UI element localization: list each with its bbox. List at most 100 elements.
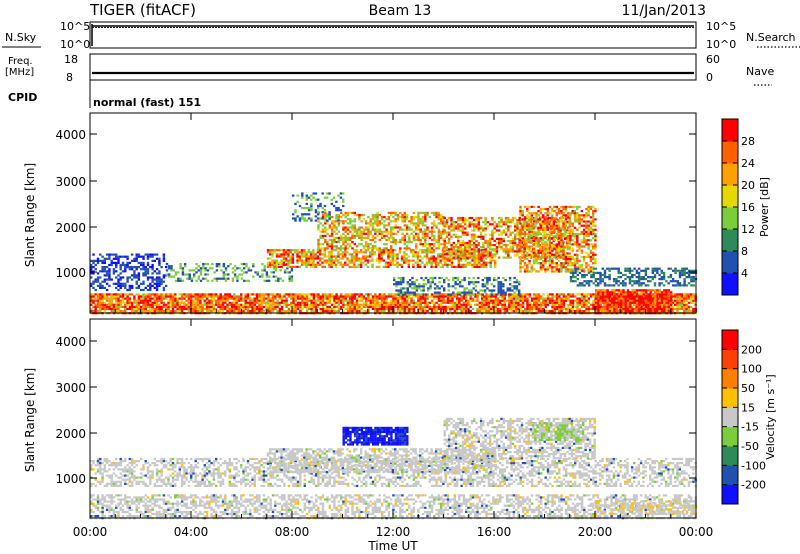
data-cell [562,293,566,296]
data-cell [299,295,302,298]
data-cell [351,234,354,237]
data-cell [412,224,416,227]
data-cell [405,253,408,256]
data-cell [353,211,356,214]
data-cell [110,261,113,264]
data-cell [394,224,397,227]
data-cell [101,284,104,287]
data-cell [430,234,434,237]
data-cell [499,299,502,302]
data-cell [424,224,427,227]
data-cell [287,261,290,264]
data-cell [155,288,159,292]
data-cell [90,297,93,300]
data-cell [344,220,347,223]
data-cell [548,255,552,258]
data-cell [359,259,363,262]
data-cell [287,303,291,306]
data-cell [475,225,478,228]
data-cell [199,301,202,304]
data-cell [537,293,541,296]
data-cell [520,244,524,247]
data-cell [369,238,372,242]
data-cell [546,247,549,250]
data-cell [401,307,404,311]
data-cell [258,307,261,311]
data-cell [484,261,488,264]
data-cell [580,301,584,304]
data-cell [272,275,275,278]
data-cell [221,310,225,313]
data-cell [255,297,259,300]
data-cell [542,307,545,311]
data-cell [371,257,374,260]
data-cell [376,303,379,306]
data-cell [314,192,318,195]
data-cell [337,241,341,244]
data-cell [108,270,111,273]
data-cell [441,249,445,252]
data-cell [380,222,384,225]
data-cell [401,238,404,242]
data-cell [559,227,562,230]
data-cell [108,272,111,275]
data-cell [149,266,152,269]
data-cell [521,303,525,306]
data-cell [498,237,501,240]
data-cell [515,310,518,313]
data-cell [211,263,214,266]
data-cell [398,251,401,254]
data-cell [279,269,282,272]
data-cell [121,305,125,308]
data-cell [162,286,166,289]
data-cell [492,310,495,313]
data-cell [126,261,129,264]
data-cell [149,299,152,302]
data-cell [124,310,127,313]
data-cell [296,297,300,300]
data-cell [443,223,446,226]
data-cell [292,307,295,311]
data-cell [130,278,134,281]
data-cell [390,232,393,235]
data-cell [151,284,154,287]
data-cell [448,263,451,266]
data-cell [380,255,383,258]
data-cell [471,259,474,262]
data-cell [230,310,234,313]
data-cell [464,216,467,220]
data-cell [110,295,113,298]
data-cell [90,310,93,313]
data-cell [437,245,441,248]
data-cell [494,253,497,256]
data-cell [190,299,193,302]
data-cell [137,284,141,287]
data-cell [553,299,556,302]
data-cell [583,295,586,298]
data-cell [487,261,490,264]
data-cell [344,228,347,231]
data-cell [530,216,533,219]
data-cell [162,301,166,304]
noise-right-tick-bottom: 10^0 [706,38,736,51]
data-cell [323,261,326,264]
data-cell [246,310,250,313]
data-cell [542,301,545,304]
data-cell [378,249,381,252]
data-cell [516,248,519,251]
data-cell [266,261,270,264]
data-cell [92,305,95,308]
data-cell [521,310,525,313]
data-cell [346,228,350,231]
data-cell [290,293,293,296]
data-cell [459,248,462,251]
data-cell [407,261,410,264]
data-cell [553,305,556,308]
data-cell [292,217,295,220]
data-cell [314,263,317,266]
data-cell [546,245,549,248]
data-cell [103,286,106,289]
data-cell [265,305,268,308]
data-cell [434,259,438,262]
data-cell [405,218,409,221]
